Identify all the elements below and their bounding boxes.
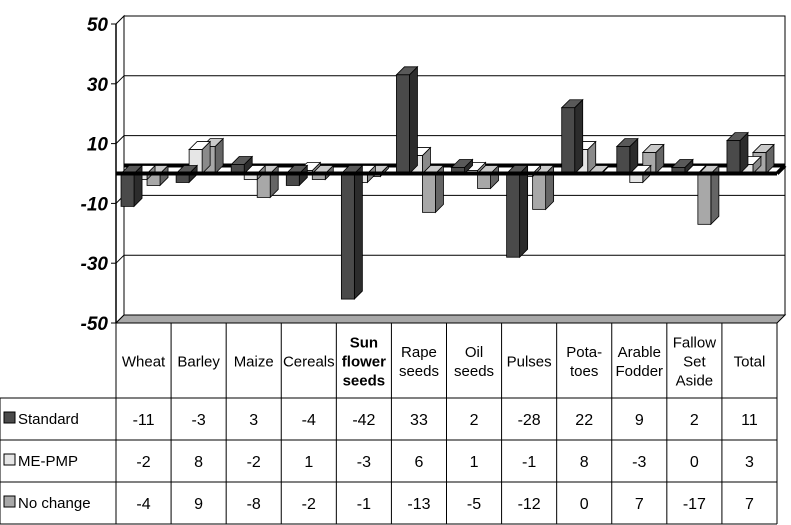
- data-table-cell: 3: [249, 412, 258, 429]
- data-table-cell: -8: [247, 496, 261, 513]
- data-table-cell: 11: [741, 412, 758, 429]
- data-table-cell: 9: [194, 496, 203, 513]
- data-table-cell: -11: [133, 412, 155, 429]
- data-table-cell: -17: [683, 496, 706, 513]
- legend-swatch: [3, 495, 16, 508]
- legend-label: ME-PMP: [18, 453, 78, 470]
- data-table-cell: 22: [575, 412, 593, 429]
- x-tick-label: Set: [683, 354, 706, 371]
- bar-standard: [340, 173, 355, 300]
- x-tick-label: Fodder: [616, 363, 664, 380]
- y-tick-label: 30: [87, 75, 109, 96]
- x-tick-label: toes: [570, 363, 598, 380]
- x-tick-label: seeds: [454, 363, 494, 380]
- bar-standard: [120, 173, 135, 207]
- x-tick-label: Wheat: [122, 354, 166, 371]
- data-table-cell: 1: [470, 454, 479, 471]
- y-tick-label: 50: [87, 15, 109, 36]
- data-table-cell: 9: [635, 412, 644, 429]
- gridline-side: [115, 75, 125, 85]
- gridline-side: [115, 135, 125, 144]
- data-table-cell: -3: [632, 454, 646, 471]
- y-tick-label: -10: [81, 194, 109, 215]
- bar-standard-side: [409, 65, 418, 175]
- legend-swatch: [3, 411, 16, 424]
- bar-standard-side: [519, 164, 529, 259]
- x-tick-label: Oil: [465, 344, 483, 361]
- data-table-cell: 33: [410, 412, 428, 429]
- y-tick-label: 10: [87, 135, 109, 156]
- x-tick-label: flower: [342, 354, 386, 371]
- y-tick-label: -50: [81, 314, 109, 335]
- data-table-cell: -1: [522, 454, 536, 471]
- x-tick-label: Pulses: [507, 354, 552, 371]
- x-tick-label: seeds: [399, 363, 439, 380]
- data-table-cell: 7: [745, 496, 754, 513]
- gridline-side: [115, 254, 125, 264]
- x-tick-label: Arable: [618, 344, 661, 361]
- x-tick-label: Sun: [350, 335, 378, 352]
- bar-standard: [561, 107, 576, 174]
- data-table-cell: -2: [247, 454, 261, 471]
- data-table-cell: -3: [357, 454, 371, 471]
- data-table-cell: 2: [690, 412, 699, 429]
- data-table-cell: 2: [470, 412, 479, 429]
- x-tick-label: Pota-: [566, 344, 602, 361]
- data-table-cell: 7: [635, 496, 644, 513]
- data-table-cell: 8: [194, 454, 203, 471]
- bar-standard-side: [574, 98, 584, 175]
- bar-no-change: [422, 173, 436, 213]
- data-table-cell: -42: [352, 412, 375, 429]
- bar-no-change: [477, 173, 491, 189]
- data-table-cell: -13: [407, 496, 430, 513]
- bar-standard: [506, 173, 521, 258]
- data-table-cell: -28: [518, 412, 541, 429]
- legend-label: No change: [18, 495, 91, 512]
- x-tick-label: seeds: [343, 373, 386, 390]
- legend-label: Standard: [18, 411, 79, 428]
- data-table-cell: 6: [415, 454, 424, 471]
- bar-standard: [396, 74, 410, 174]
- data-table-cell: 3: [745, 454, 754, 471]
- data-table-cell: -4: [136, 496, 150, 513]
- x-tick-label: Rape: [401, 344, 437, 361]
- data-table-cell: 1: [304, 454, 313, 471]
- x-tick-label: Aside: [676, 373, 714, 390]
- data-table-cell: 8: [580, 454, 589, 471]
- x-tick-label: Cereals: [283, 354, 335, 371]
- bar-standard: [726, 140, 741, 174]
- data-table-cell: -4: [302, 412, 316, 429]
- bar-no-change: [532, 173, 547, 210]
- plot-floor: [114, 314, 787, 324]
- x-tick-label: Total: [734, 354, 766, 371]
- bar-standard: [616, 146, 631, 174]
- data-table-cell: -2: [302, 496, 316, 513]
- x-tick-label: Fallow: [673, 335, 717, 352]
- data-table-cell: -5: [467, 496, 481, 513]
- plot-side-wall: [115, 14, 125, 325]
- bar-no-change: [697, 173, 712, 225]
- data-table-cell: -12: [518, 496, 541, 513]
- data-table-cell: 0: [690, 454, 699, 471]
- x-tick-label: Maize: [234, 354, 274, 371]
- data-table-cell: -2: [136, 454, 150, 471]
- bar-standard-side: [353, 164, 363, 301]
- zero-plane-edge: [775, 164, 787, 175]
- data-table-cell: -3: [192, 412, 206, 429]
- x-tick-label: Barley: [177, 354, 220, 371]
- legend-swatch: [3, 453, 16, 466]
- data-table-cell: 0: [580, 496, 589, 513]
- data-table-cell: -1: [357, 496, 371, 513]
- y-tick-label: -30: [81, 254, 109, 275]
